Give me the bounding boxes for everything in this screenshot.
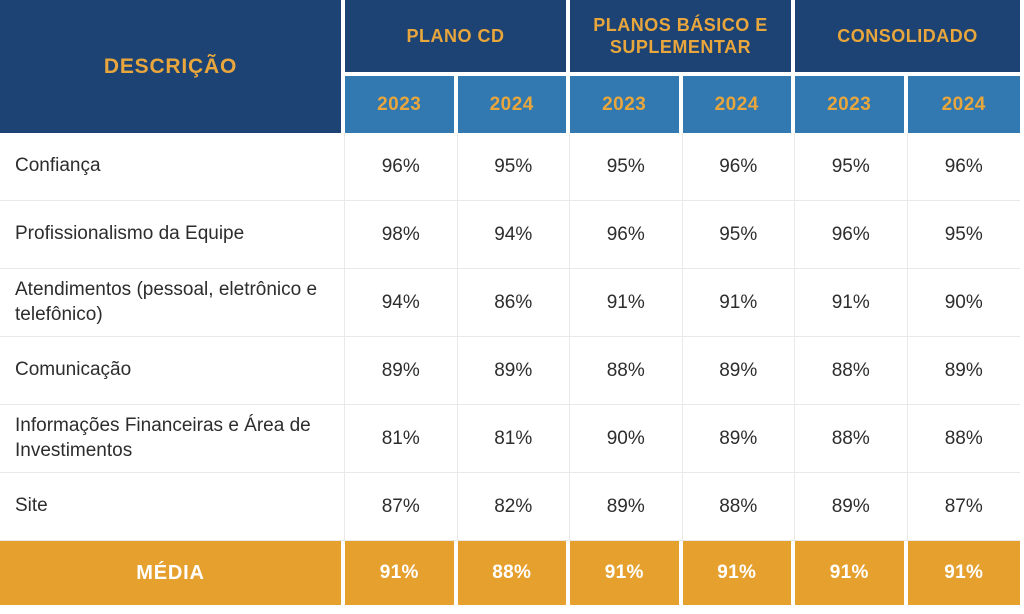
row-label: Atendimentos (pessoal, eletrônico e tele… xyxy=(0,269,345,337)
value-cell: 90% xyxy=(570,405,683,473)
row-label: Confiança xyxy=(0,133,345,201)
value-cell: 95% xyxy=(907,201,1020,269)
value-cell: 89% xyxy=(570,473,683,541)
value-cell: 81% xyxy=(457,405,570,473)
value-cell: 94% xyxy=(457,201,570,269)
description-header-cell: DESCRIÇÃO xyxy=(0,0,345,133)
value-cell: 96% xyxy=(907,133,1020,201)
value-cell: 96% xyxy=(345,133,458,201)
value-cell: 88% xyxy=(795,405,908,473)
year-header-cell: 2024 xyxy=(682,76,795,133)
footer-value-cell: 91% xyxy=(795,541,908,605)
value-cell: 94% xyxy=(345,269,458,337)
value-cell: 95% xyxy=(682,201,795,269)
group-header-planos-basico-suplementar: PLANOS BÁSICO E SUPLEMENTAR xyxy=(570,0,795,76)
value-cell: 91% xyxy=(795,269,908,337)
footer-value-cell: 91% xyxy=(682,541,795,605)
year-header-cell: 2023 xyxy=(345,76,458,133)
value-cell: 96% xyxy=(682,133,795,201)
value-cell: 89% xyxy=(682,405,795,473)
value-cell: 89% xyxy=(682,337,795,405)
value-cell: 89% xyxy=(345,337,458,405)
value-cell: 98% xyxy=(345,201,458,269)
value-cell: 96% xyxy=(795,201,908,269)
value-cell: 91% xyxy=(570,269,683,337)
value-cell: 87% xyxy=(345,473,458,541)
year-header-cell: 2023 xyxy=(570,76,683,133)
footer-media-label: MÉDIA xyxy=(0,541,345,605)
year-header-cell: 2023 xyxy=(795,76,908,133)
value-cell: 88% xyxy=(795,337,908,405)
value-cell: 95% xyxy=(795,133,908,201)
footer-value-cell: 91% xyxy=(345,541,458,605)
value-cell: 89% xyxy=(795,473,908,541)
value-cell: 88% xyxy=(907,405,1020,473)
footer-value-cell: 91% xyxy=(907,541,1020,605)
group-header-plano-cd: PLANO CD xyxy=(345,0,570,76)
year-header-cell: 2024 xyxy=(457,76,570,133)
value-cell: 96% xyxy=(570,201,683,269)
group-header-consolidado: CONSOLIDADO xyxy=(795,0,1020,76)
value-cell: 89% xyxy=(457,337,570,405)
value-cell: 90% xyxy=(907,269,1020,337)
value-cell: 81% xyxy=(345,405,458,473)
row-label: Informações Financeiras e Área de Invest… xyxy=(0,405,345,473)
row-label: Comunicação xyxy=(0,337,345,405)
row-label: Site xyxy=(0,473,345,541)
value-cell: 95% xyxy=(457,133,570,201)
row-label: Profissionalismo da Equipe xyxy=(0,201,345,269)
value-cell: 89% xyxy=(907,337,1020,405)
value-cell: 95% xyxy=(570,133,683,201)
footer-value-cell: 91% xyxy=(570,541,683,605)
value-cell: 87% xyxy=(907,473,1020,541)
footer-value-cell: 88% xyxy=(457,541,570,605)
year-header-cell: 2024 xyxy=(907,76,1020,133)
value-cell: 91% xyxy=(682,269,795,337)
value-cell: 82% xyxy=(457,473,570,541)
value-cell: 88% xyxy=(570,337,683,405)
value-cell: 88% xyxy=(682,473,795,541)
value-cell: 86% xyxy=(457,269,570,337)
